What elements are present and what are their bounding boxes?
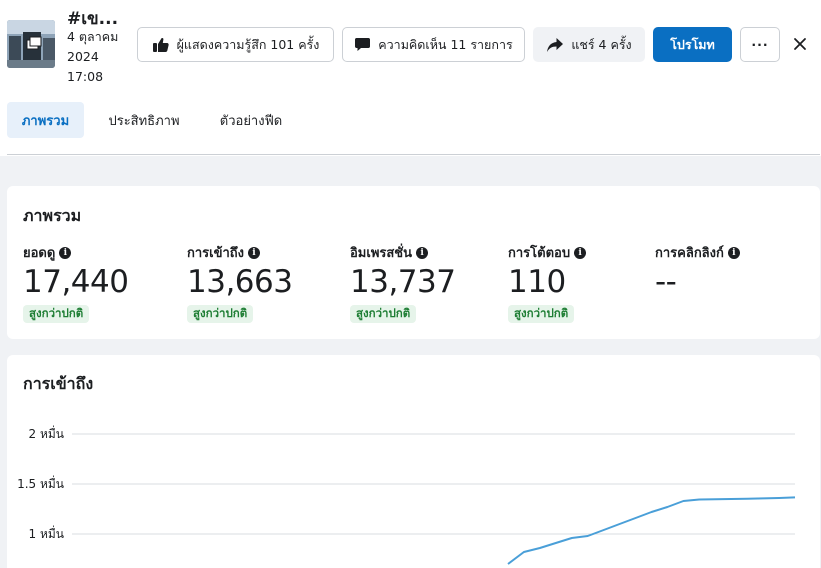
promote-label: โปรโมท xyxy=(670,36,715,52)
metric-label: อิมเพรสชั่น xyxy=(350,246,413,261)
overview-title: ภาพรวม xyxy=(23,206,82,225)
post-title: #เข... xyxy=(67,9,119,29)
comment-icon xyxy=(355,38,371,51)
metric-engagement: การโต้ตอบ i 110 สูงกว่าปกติ xyxy=(508,242,587,323)
post-date: 4 ตุลาคม 2024 17:08 xyxy=(67,27,133,87)
metric-value: 13,737 xyxy=(350,264,456,300)
status-badge: สูงกว่าปกติ xyxy=(23,305,90,323)
reach-chart-card: การเข้าถึง xyxy=(7,355,820,568)
post-thumbnail-photo xyxy=(7,20,55,68)
more-options-button[interactable]: ··· xyxy=(740,27,780,62)
tab-overview[interactable]: ภาพรวม xyxy=(7,102,84,138)
y-tick-label: 1 หมื่น xyxy=(29,525,64,541)
metric-label: ยอดดู xyxy=(23,246,56,261)
reactions-label: ผู้แสดงความรู้สึก 101 ครั้ง xyxy=(176,36,320,52)
post-time: 17:08 xyxy=(67,69,104,84)
metric-impressions: อิมเพรสชั่น i 13,737 สูงกว่าปกติ xyxy=(350,242,456,323)
info-icon[interactable]: i xyxy=(248,246,261,259)
comments-button[interactable]: ความคิดเห็น 11 รายการ xyxy=(342,27,525,62)
comments-label: ความคิดเห็น 11 รายการ xyxy=(378,36,513,52)
y-tick-label: 1.5 หมื่น xyxy=(17,475,64,491)
tab-divider xyxy=(7,154,820,155)
reactions-button[interactable]: ผู้แสดงความรู้สึก 101 ครั้ง xyxy=(137,27,334,62)
metric-link-clicks: การคลิกลิงก์ i -- xyxy=(655,242,740,300)
status-badge: สูงกว่าปกติ xyxy=(350,305,417,323)
shares-button[interactable]: แชร์ 4 ครั้ง xyxy=(533,27,645,62)
thumbs-up-icon xyxy=(152,37,169,52)
metric-label: การเข้าถึง xyxy=(187,246,245,261)
metric-value: 110 xyxy=(508,264,566,300)
y-tick-label: 2 หมื่น xyxy=(29,425,64,441)
metric-label: การคลิกลิงก์ xyxy=(655,246,724,261)
metric-views: ยอดดู i 17,440 สูงกว่าปกติ xyxy=(23,242,129,323)
shares-label: แชร์ 4 ครั้ง xyxy=(571,36,632,52)
close-icon xyxy=(794,38,806,50)
post-thumbnail[interactable] xyxy=(7,20,55,68)
more-options-icon: ··· xyxy=(751,37,769,52)
post-date-day: 4 ตุลาคม xyxy=(67,29,119,44)
reach-line-chart: 2 หมื่น 1.5 หมื่น 1 หมื่น xyxy=(17,425,796,565)
info-icon[interactable]: i xyxy=(416,246,429,259)
share-arrow-icon xyxy=(547,37,564,52)
metric-value: -- xyxy=(655,264,677,300)
post-header: #เข... 4 ตุลาคม 2024 17:08 ผู้แสดงความรู… xyxy=(0,0,821,156)
promote-button[interactable]: โปรโมท xyxy=(653,27,732,62)
status-badge: สูงกว่าปกติ xyxy=(508,305,575,323)
info-icon[interactable]: i xyxy=(59,246,72,259)
metric-label: การโต้ตอบ xyxy=(508,246,571,261)
info-icon[interactable]: i xyxy=(727,246,740,259)
reach-series-line[interactable] xyxy=(507,496,796,565)
metric-reach: การเข้าถึง i 13,663 สูงกว่าปกติ xyxy=(187,242,293,323)
tab-feed-preview[interactable]: ตัวอย่างฟีด xyxy=(219,113,283,129)
info-icon[interactable]: i xyxy=(574,246,587,259)
metric-value: 17,440 xyxy=(23,264,129,300)
status-badge: สูงกว่าปกติ xyxy=(187,305,254,323)
post-date-year: 2024 xyxy=(67,49,99,64)
metric-value: 13,663 xyxy=(187,264,293,300)
close-button[interactable] xyxy=(790,34,810,54)
reach-chart-title: การเข้าถึง xyxy=(23,374,94,393)
tab-performance[interactable]: ประสิทธิภาพ xyxy=(108,113,180,129)
